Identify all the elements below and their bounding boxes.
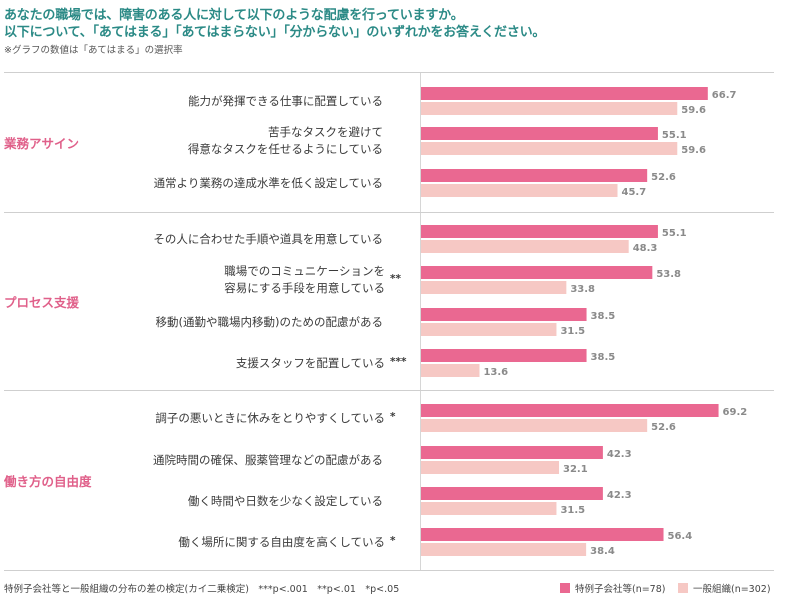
bar-series1 [421,127,658,140]
category-label: 働く場所に関する自由度を高くしている [178,534,385,551]
data-label: 45.7 [622,187,647,198]
category-label: 通常より業務の達成水準を低く設定している [154,175,383,192]
bar-series1 [421,225,658,238]
chart-note: ※グラフの数値は「あてはまる」の選択率 [4,45,183,56]
data-label: 31.5 [560,505,585,516]
data-label: 52.6 [651,172,676,183]
data-label: 55.1 [662,130,687,141]
category-label-line: その人に合わせた手順や道具を用意している [153,231,383,246]
data-label: 32.1 [563,464,588,475]
bar-series1 [421,308,587,321]
section-divider [4,390,774,391]
category-label: 職場でのコミュニケーションを 容易にする手段を用意している [224,263,385,297]
category-label-line: 働く時間や日数を少なく設定している [187,493,383,508]
section-label: 業務アサイン [4,136,80,151]
data-label: 38.5 [591,352,616,363]
legend-label-series1: 特例子会社等(n=78) [575,584,666,595]
section-label: 働き方の自由度 [4,474,92,489]
category-label: 働く時間や日数を少なく設定している [188,493,383,510]
category-label-line: 働く場所に関する自由度を高くしている [178,534,385,549]
significance-marker: * [390,535,396,547]
chart-title-line1: あなたの職場では、障害のある人に対して以下のような配慮を行っていますか。 [4,8,464,23]
significance-marker: * [390,411,396,423]
section-divider [4,72,774,73]
data-label: 42.3 [607,449,632,460]
category-label-line: 苦手なタスクを避けて [268,125,383,139]
data-label: 59.6 [681,145,706,156]
category-label: 能力が発揮できる仕事に配置している [188,93,383,110]
bar-series2 [421,281,567,294]
category-label-line: 移動(通勤や職場内移動)のための配慮がある [155,314,383,329]
category-label: その人に合わせた手順や道具を用意している [153,231,383,248]
bar-series2 [421,323,557,336]
section-divider [4,212,774,213]
legend-item-series2: 一般組織(n=302) [678,581,771,595]
bar-series1 [421,528,664,541]
category-label-line: 調子の悪いときに休みをとりやすくしている [155,410,385,425]
category-label: 移動(通勤や職場内移動)のための配慮がある [156,314,383,331]
data-label: 56.4 [668,531,693,542]
bar-series2 [421,240,629,253]
category-label: 支援スタッフを配置している [236,355,385,372]
data-label: 33.8 [570,284,595,295]
data-label: 55.1 [662,228,687,239]
section-label: プロセス支援 [4,295,80,310]
legend-swatch-series2 [678,583,688,593]
category-label: 通院時間の確保、服薬管理などの配慮がある [153,452,383,469]
bar-series2 [421,543,587,556]
data-label: 48.3 [633,243,658,254]
data-label: 53.8 [656,269,681,280]
data-label: 38.5 [591,311,616,322]
data-label: 31.5 [560,326,585,337]
bar-series1 [421,487,603,500]
bar-series2 [421,142,678,155]
legend-swatch-series1 [560,583,570,593]
chart-baseline [420,72,421,570]
data-label: 59.6 [681,105,706,116]
legend-label-series2: 一般組織(n=302) [693,584,771,595]
significance-marker: ** [390,273,401,285]
bar-series2 [421,364,480,377]
section-divider [4,570,774,571]
category-label-line: 容易にする手段を用意している [224,281,385,295]
category-label-line: 職場でのコミュニケーションを [224,264,385,278]
data-label: 38.4 [590,546,615,557]
bar-series1 [421,446,603,459]
category-label-line: 得意なタスクを任せるようにしている [187,142,383,156]
data-label: 66.7 [712,90,737,101]
category-label: 苦手なタスクを避けて得意なタスクを任せるようにしている [188,124,383,158]
legend-item-series1: 特例子会社等(n=78) [560,581,665,595]
category-label-line: 通院時間の確保、服薬管理などの配慮がある [153,452,383,467]
bar-series1 [421,87,708,100]
bar-series2 [421,461,560,474]
bar-series1 [421,349,587,362]
bar-series2 [421,502,557,515]
category-label-line: 支援スタッフを配置している [235,355,385,370]
data-label: 42.3 [607,490,632,501]
significance-footnote: 特例子会社等と一般組織の分布の差の検定(カイ二乗検定) ***p<.001 **… [4,584,400,595]
chart-title-line2: 以下について、「あてはまる」「あてはまらない」「分からない」のいずれかをお答えく… [4,25,546,40]
data-label: 69.2 [723,407,748,418]
bar-series1 [421,404,719,417]
category-label-line: 通常より業務の達成水準を低く設定している [153,175,383,190]
category-label: 調子の悪いときに休みをとりやすくしている [155,410,385,427]
bar-series2 [421,184,618,197]
significance-marker: *** [390,356,407,368]
data-label: 52.6 [651,422,676,433]
bar-series2 [421,419,648,432]
bar-series2 [421,102,678,115]
bar-series1 [421,169,648,182]
category-label-line: 能力が発揮できる仕事に配置している [188,93,383,108]
bar-series1 [421,266,653,279]
data-label: 13.6 [483,367,508,378]
